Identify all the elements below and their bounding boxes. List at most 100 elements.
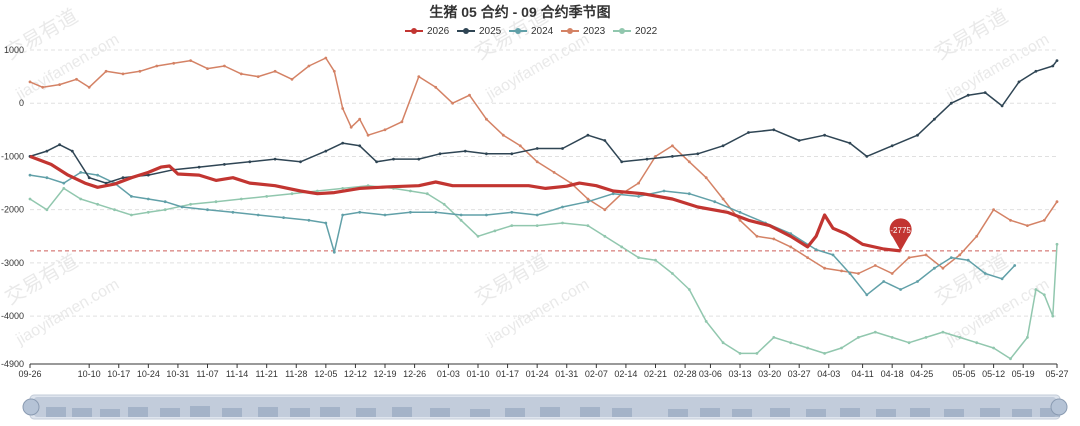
data-point-2025 xyxy=(463,149,467,153)
last-value-marker: -2775 xyxy=(889,218,912,251)
data-point-2022 xyxy=(425,192,429,196)
zoom-handle-left[interactable] xyxy=(22,398,40,416)
data-point-2024 xyxy=(738,210,742,214)
x-tick-label: 05-19 xyxy=(1012,369,1035,379)
data-point-2023 xyxy=(789,245,793,249)
y-tick-label: -3000 xyxy=(1,258,24,268)
data-point-2023 xyxy=(992,208,995,212)
series-line-2026 xyxy=(29,154,901,253)
zoom-preview-bar xyxy=(430,408,450,417)
zoom-preview-bar xyxy=(100,409,120,417)
data-point-2023 xyxy=(290,77,294,81)
data-point-2024 xyxy=(409,210,412,214)
zoom-preview-bar xyxy=(222,408,242,417)
zoom-handle-right[interactable] xyxy=(1050,398,1068,416)
data-point-2025 xyxy=(586,133,590,137)
legend-item-2026[interactable]: 2026 xyxy=(405,26,450,37)
data-point-2023 xyxy=(155,64,159,68)
data-point-2023 xyxy=(806,256,809,259)
data-point-2023 xyxy=(586,197,590,201)
x-tick-label: 10-31 xyxy=(166,369,189,379)
zoom-preview-bar xyxy=(840,408,860,417)
x-tick-label: 12-12 xyxy=(344,369,367,379)
x-tick-label: 04-18 xyxy=(881,369,904,379)
x-tick-label: 03-13 xyxy=(729,369,752,379)
data-point-2024 xyxy=(561,205,564,209)
zoom-preview-bar xyxy=(46,407,66,417)
data-point-2023 xyxy=(58,83,61,86)
data-point-2025 xyxy=(916,133,919,137)
data-point-2024 xyxy=(307,218,311,222)
data-point-2025 xyxy=(603,139,607,142)
data-point-2023 xyxy=(256,75,260,78)
data-point-2022 xyxy=(1034,288,1038,291)
data-point-2024 xyxy=(485,213,488,217)
zoom-preview-bar xyxy=(356,408,376,417)
zoom-preview-bar xyxy=(980,408,1000,417)
data-point-2025 xyxy=(121,176,125,180)
data-point-2022 xyxy=(603,234,607,238)
data-zoom-slider[interactable] xyxy=(22,394,1068,420)
x-tick-label: 12-26 xyxy=(403,369,426,379)
data-point-2022 xyxy=(113,208,116,212)
data-point-2023 xyxy=(189,59,193,62)
data-point-2024 xyxy=(814,248,818,252)
data-point-2023 xyxy=(417,75,421,78)
data-point-2022 xyxy=(687,288,691,291)
data-point-2025 xyxy=(104,181,108,185)
data-point-2022 xyxy=(239,197,243,201)
legend-item-2022[interactable]: 2022 xyxy=(613,26,658,37)
zoom-preview-bar xyxy=(1040,408,1060,417)
data-point-2022 xyxy=(146,210,150,214)
zoom-preview-bar xyxy=(668,409,688,417)
data-point-2025 xyxy=(865,155,869,158)
data-point-2022 xyxy=(45,208,49,212)
data-point-2025 xyxy=(620,160,624,164)
y-tick-label: -2000 xyxy=(1,205,24,215)
data-point-2023 xyxy=(958,253,962,257)
data-point-2024 xyxy=(899,288,902,291)
data-point-2024 xyxy=(535,213,539,217)
data-point-2023 xyxy=(857,272,860,275)
legend-item-2025[interactable]: 2025 xyxy=(457,26,502,37)
data-point-2024 xyxy=(949,256,953,259)
legend-label: 2026 xyxy=(427,26,450,37)
data-point-2024 xyxy=(1013,264,1017,267)
x-tick-label: 05-12 xyxy=(982,369,1005,379)
legend-item-2024[interactable]: 2024 xyxy=(509,26,554,37)
data-point-2024 xyxy=(865,293,869,297)
x-tick-label: 11-28 xyxy=(285,369,307,379)
data-point-2023 xyxy=(687,160,691,164)
data-point-2024 xyxy=(933,266,936,270)
zoom-preview-bar xyxy=(320,407,340,417)
data-point-2023 xyxy=(358,117,362,121)
x-tick-label: 03-06 xyxy=(699,369,722,379)
x-axis: 09-26 10-10 10-17 10-24 10-31 11-07 11-14 11-21… xyxy=(18,364,1069,379)
data-point-2024 xyxy=(256,213,260,217)
data-point-2022 xyxy=(890,336,894,339)
data-point-2022 xyxy=(62,187,66,190)
data-point-2025 xyxy=(299,160,302,164)
grid xyxy=(30,49,1057,365)
data-point-2022 xyxy=(189,202,193,206)
data-point-2025 xyxy=(561,147,564,150)
data-point-2023 xyxy=(1026,224,1029,228)
data-point-2023 xyxy=(941,266,945,270)
x-tick-label: 10-24 xyxy=(137,369,160,379)
data-point-2022 xyxy=(721,341,725,345)
legend[interactable]: 2026 2025 2024 2023 2022 xyxy=(405,26,658,37)
zoom-preview-bar xyxy=(258,407,278,417)
data-point-2024 xyxy=(882,280,886,283)
legend-item-2023[interactable]: 2023 xyxy=(561,26,606,37)
data-point-2025 xyxy=(797,139,801,142)
data-point-2023 xyxy=(721,197,725,201)
data-point-2023 xyxy=(772,237,776,241)
data-point-2025 xyxy=(1000,104,1004,108)
data-point-2023 xyxy=(87,85,91,89)
data-point-2025 xyxy=(375,160,378,164)
x-tick-label: 02-07 xyxy=(585,369,608,379)
data-point-2023 xyxy=(924,253,928,257)
data-point-2025 xyxy=(1055,59,1059,62)
